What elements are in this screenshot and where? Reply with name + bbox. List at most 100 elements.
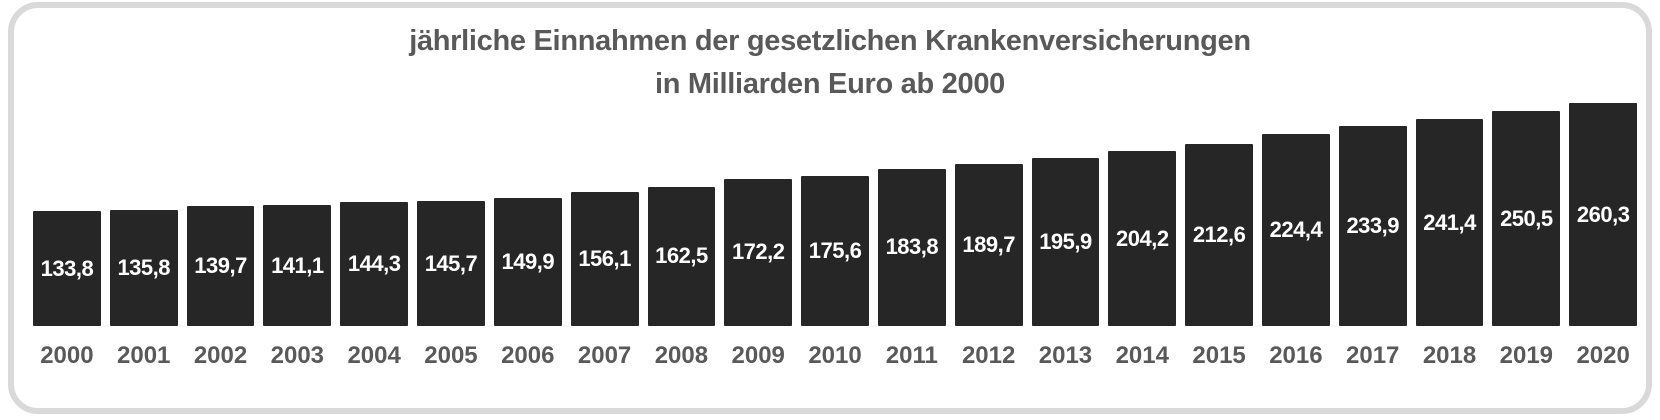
- bar-zone: 212,6: [1185, 0, 1253, 326]
- bar-group: 162,5 2008: [647, 0, 716, 420]
- x-axis-label: 2006: [501, 342, 555, 369]
- bar-value-label: 133,8: [40, 255, 94, 281]
- bar-group: 241,4 2018: [1415, 0, 1484, 420]
- chart-title-line-2: in Milliarden Euro ab 2000: [655, 68, 1005, 100]
- bar-value-label: 156,1: [578, 246, 631, 272]
- x-axis-label: 2011: [885, 342, 938, 369]
- x-axis-label: 2002: [193, 342, 248, 369]
- bar-zone: 241,4: [1415, 0, 1484, 326]
- bar: 139,7: [186, 206, 255, 326]
- bar-value-label: 183,8: [885, 234, 939, 260]
- bar-zone: 162,5: [647, 0, 716, 326]
- bar-value-label: 175,6: [808, 237, 862, 263]
- bar-zone: 250,5: [1492, 0, 1561, 326]
- bar-zone: 149,9: [493, 0, 562, 326]
- bar-group: 156,1 2007: [570, 0, 639, 420]
- bar: 183,8: [877, 168, 946, 326]
- x-axis-label: 2009: [731, 342, 785, 369]
- bar-group: 212,6 2015: [1185, 0, 1253, 420]
- bar-value-label: 172,2: [731, 239, 785, 265]
- bar: 195,9: [1031, 158, 1100, 326]
- bar: 233,9: [1338, 125, 1407, 326]
- bar-group: 250,5 2019: [1492, 0, 1561, 420]
- bar-value-label: 144,3: [347, 251, 401, 277]
- bar-group: 224,4 2016: [1262, 0, 1330, 420]
- bar-group: 149,9 2006: [493, 0, 562, 420]
- x-axis-label: 2020: [1576, 342, 1630, 369]
- bar-value-label: 241,4: [1423, 209, 1476, 235]
- bar-group: 141,1 2003: [263, 0, 332, 420]
- chart-title-line-1: jährliche Einnahmen der gesetzlichen Kra…: [409, 25, 1251, 57]
- bar-group: 233,9 2017: [1338, 0, 1407, 420]
- bar: 260,3: [1569, 103, 1638, 326]
- bar-value-label: 135,8: [117, 254, 170, 280]
- bar-group: 189,7 2012: [954, 0, 1023, 420]
- bar-group: 204,2 2014: [1108, 0, 1177, 420]
- x-axis-label: 2014: [1115, 342, 1169, 369]
- bar-group: 183,8 2011: [877, 0, 946, 420]
- bar-zone: 189,7: [954, 0, 1023, 326]
- bar-zone: 135,8: [109, 0, 178, 326]
- bar-group: 135,8 2001: [109, 0, 178, 420]
- bar-zone: 141,1: [263, 0, 332, 326]
- bar: 204,2: [1108, 151, 1177, 326]
- bar-value-label: 145,7: [424, 250, 478, 276]
- bar: 162,5: [647, 186, 716, 326]
- bar-zone: 224,4: [1262, 0, 1330, 326]
- bar-value-label: 260,3: [1576, 201, 1630, 227]
- bar-group: 175,6 2010: [801, 0, 869, 420]
- x-axis-label: 2018: [1422, 342, 1477, 369]
- bar-value-label: 224,4: [1269, 216, 1323, 242]
- x-axis-label: 2019: [1499, 342, 1554, 369]
- bar-group: 145,7 2005: [417, 0, 485, 420]
- bar-zone: 204,2: [1108, 0, 1177, 326]
- x-axis-label: 2010: [808, 342, 862, 369]
- bar: 145,7: [417, 201, 485, 326]
- bar-zone: 183,8: [877, 0, 946, 326]
- bar-zone: 172,2: [724, 0, 793, 326]
- bar-value-label: 250,5: [1500, 205, 1553, 231]
- bar-zone: 195,9: [1031, 0, 1100, 326]
- bar-zone: 139,7: [186, 0, 255, 326]
- bar-value-label: 204,2: [1116, 225, 1169, 251]
- x-axis-label: 2003: [270, 342, 325, 369]
- bar-group: 139,7 2002: [186, 0, 255, 420]
- bar-value-label: 233,9: [1346, 212, 1399, 238]
- bar: 133,8: [33, 211, 101, 326]
- chart-title: jährliche Einnahmen der gesetzlichen Kra…: [0, 20, 1660, 106]
- x-axis-label: 2017: [1346, 342, 1400, 369]
- bar: 175,6: [801, 175, 869, 326]
- bar-group: 260,3 2020: [1569, 0, 1638, 420]
- x-axis-label: 2016: [1269, 342, 1323, 369]
- x-axis-label: 2012: [961, 342, 1016, 369]
- x-axis-label: 2013: [1038, 342, 1093, 369]
- bar-chart-plot-area: 133,8 2000 135,8 2001 139,7 2002 141,1 2003 144,…: [33, 0, 1638, 420]
- bar-zone: 145,7: [417, 0, 485, 326]
- bar-zone: 175,6: [801, 0, 869, 326]
- bar-zone: 156,1: [570, 0, 639, 326]
- bar-value-label: 195,9: [1039, 229, 1092, 255]
- bar-value-label: 149,9: [501, 248, 555, 274]
- bar: 212,6: [1185, 143, 1253, 326]
- bar: 149,9: [493, 197, 562, 326]
- bar-zone: 144,3: [340, 0, 409, 326]
- bar-group: 144,3 2004: [340, 0, 409, 420]
- x-axis-label: 2007: [577, 342, 632, 369]
- bar: 224,4: [1262, 133, 1330, 326]
- bar-zone: 260,3: [1569, 0, 1638, 326]
- x-axis-label: 2000: [40, 342, 94, 369]
- bar-group: 172,2 2009: [724, 0, 793, 420]
- bar: 189,7: [954, 163, 1023, 326]
- bar-value-label: 141,1: [271, 252, 324, 278]
- x-axis-label: 2001: [117, 342, 171, 369]
- bar-group: 195,9 2013: [1031, 0, 1100, 420]
- bar: 135,8: [109, 209, 178, 326]
- x-axis-label: 2004: [347, 342, 401, 369]
- bar: 172,2: [724, 178, 793, 326]
- bar: 141,1: [263, 205, 332, 326]
- bar: 250,5: [1492, 111, 1561, 326]
- bar: 156,1: [570, 192, 639, 326]
- bar-value-label: 212,6: [1192, 221, 1246, 247]
- bar: 241,4: [1415, 119, 1484, 326]
